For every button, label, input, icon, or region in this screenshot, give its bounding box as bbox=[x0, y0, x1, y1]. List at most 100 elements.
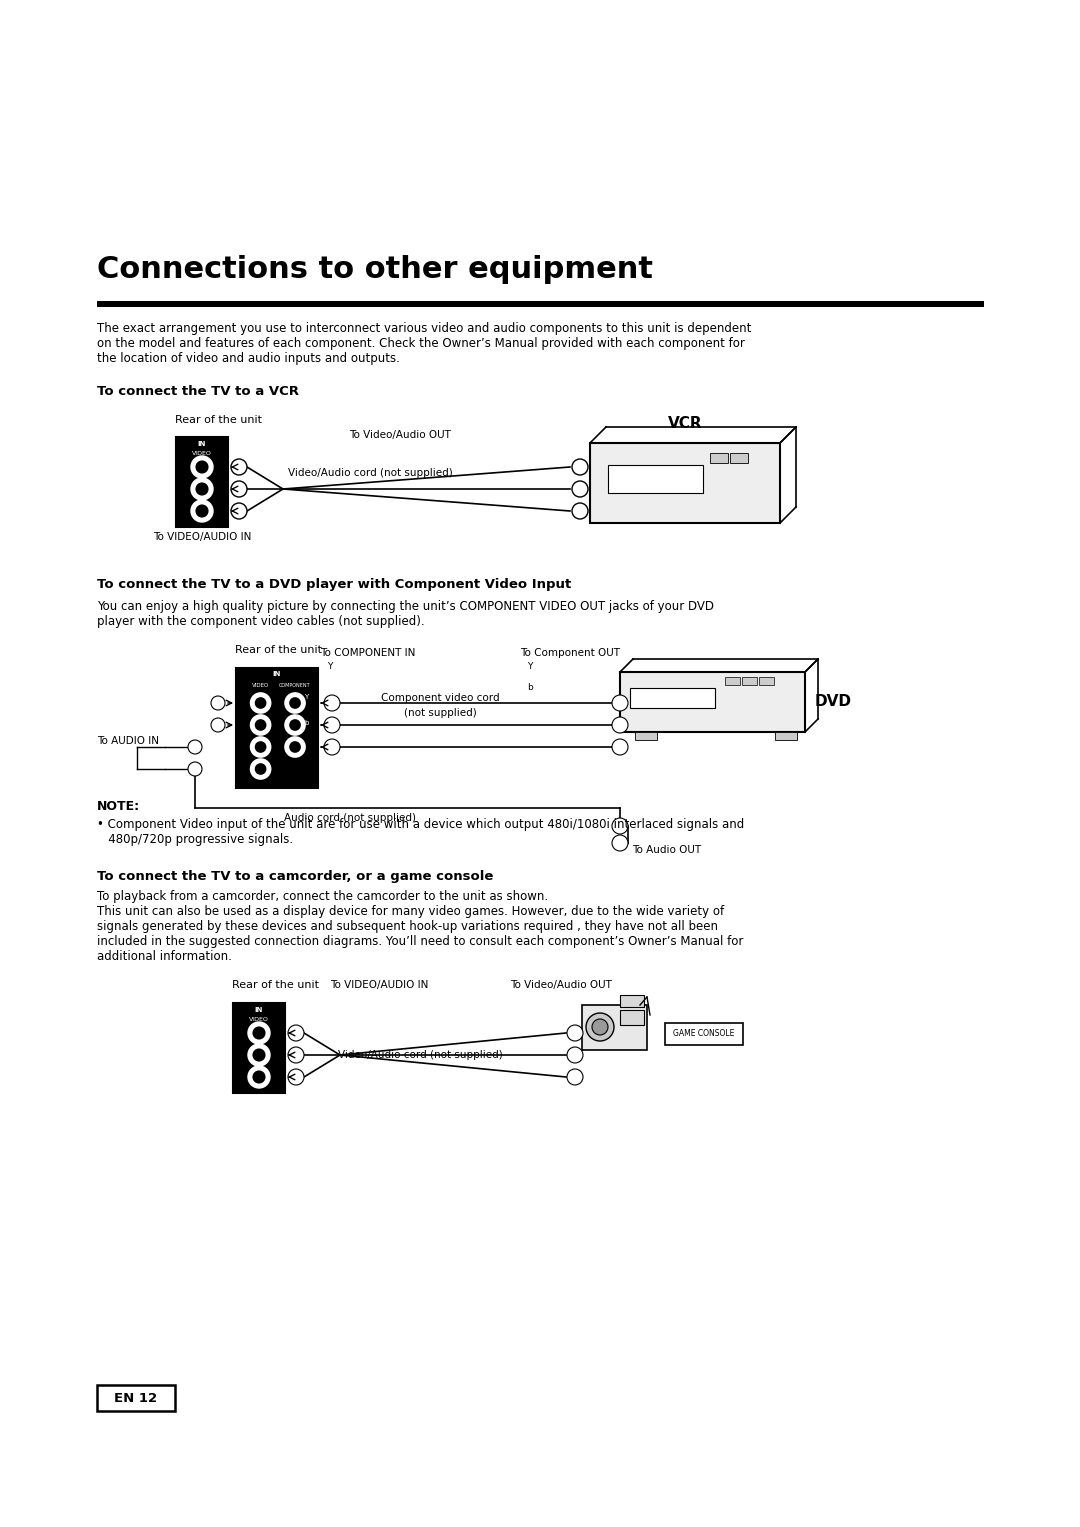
Circle shape bbox=[592, 1019, 608, 1035]
Bar bbox=[742, 676, 757, 686]
Bar bbox=[176, 437, 228, 527]
Circle shape bbox=[254, 1072, 265, 1083]
Text: Video/Audio cord (not supplied): Video/Audio cord (not supplied) bbox=[338, 1051, 502, 1060]
Circle shape bbox=[256, 721, 266, 730]
Circle shape bbox=[211, 696, 225, 710]
Circle shape bbox=[567, 1025, 583, 1041]
Bar bbox=[759, 676, 774, 686]
Text: VIDEO: VIDEO bbox=[192, 450, 212, 457]
Text: To VIDEO/AUDIO IN: To VIDEO/AUDIO IN bbox=[330, 980, 429, 989]
Text: AUDIO: AUDIO bbox=[251, 1048, 268, 1054]
Text: AUDIO: AUDIO bbox=[253, 718, 269, 722]
Text: Y: Y bbox=[305, 693, 308, 699]
Bar bbox=[635, 731, 657, 741]
Text: (not supplied): (not supplied) bbox=[404, 709, 476, 718]
Text: Rear of the unit: Rear of the unit bbox=[232, 980, 319, 989]
Text: AUDIO: AUDIO bbox=[193, 483, 211, 487]
Text: GAME CONSOLE: GAME CONSOLE bbox=[673, 1029, 734, 1038]
Circle shape bbox=[188, 762, 202, 776]
Circle shape bbox=[256, 698, 266, 709]
Circle shape bbox=[197, 505, 207, 516]
Bar bbox=[725, 676, 740, 686]
Text: To VIDEO/AUDIO IN: To VIDEO/AUDIO IN bbox=[152, 531, 252, 542]
Text: To Video/Audio OUT: To Video/Audio OUT bbox=[349, 431, 451, 440]
Circle shape bbox=[231, 460, 247, 475]
Text: The exact arrangement you use to interconnect various video and audio components: The exact arrangement you use to interco… bbox=[97, 322, 752, 365]
Circle shape bbox=[572, 502, 588, 519]
Bar bbox=[620, 996, 644, 1006]
Bar bbox=[97, 301, 984, 307]
Circle shape bbox=[324, 739, 340, 754]
Circle shape bbox=[188, 741, 202, 754]
Circle shape bbox=[231, 502, 247, 519]
Circle shape bbox=[572, 481, 588, 496]
Circle shape bbox=[567, 1048, 583, 1063]
Text: To Component OUT: To Component OUT bbox=[519, 647, 620, 658]
Circle shape bbox=[191, 499, 213, 522]
Text: To connect the TV to a DVD player with Component Video Input: To connect the TV to a DVD player with C… bbox=[97, 579, 571, 591]
Circle shape bbox=[572, 460, 588, 475]
Text: To Video/Audio OUT: To Video/Audio OUT bbox=[510, 980, 612, 989]
Circle shape bbox=[251, 693, 271, 713]
Circle shape bbox=[191, 478, 213, 499]
Circle shape bbox=[288, 1025, 303, 1041]
Text: Y: Y bbox=[327, 663, 333, 670]
Circle shape bbox=[612, 718, 627, 733]
Text: Component video cord: Component video cord bbox=[380, 693, 499, 702]
Circle shape bbox=[254, 1049, 265, 1061]
Circle shape bbox=[197, 483, 207, 495]
Text: To Audio OUT: To Audio OUT bbox=[632, 844, 701, 855]
Circle shape bbox=[285, 715, 305, 734]
Circle shape bbox=[586, 1012, 615, 1041]
Text: You can enjoy a high quality picture by connecting the unit’s COMPONENT VIDEO OU: You can enjoy a high quality picture by … bbox=[97, 600, 714, 628]
Circle shape bbox=[197, 461, 207, 473]
Circle shape bbox=[211, 718, 225, 731]
Circle shape bbox=[251, 759, 271, 779]
Bar bbox=[97, 1385, 175, 1411]
Bar bbox=[710, 454, 728, 463]
Text: To COMPONENT IN: To COMPONENT IN bbox=[320, 647, 416, 658]
Circle shape bbox=[291, 721, 300, 730]
Circle shape bbox=[251, 738, 271, 757]
Circle shape bbox=[288, 1048, 303, 1063]
Text: To playback from a camcorder, connect the camcorder to the unit as shown.
This u: To playback from a camcorder, connect th… bbox=[97, 890, 743, 964]
Circle shape bbox=[251, 715, 271, 734]
Circle shape bbox=[191, 457, 213, 478]
Text: To connect the TV to a VCR: To connect the TV to a VCR bbox=[97, 385, 299, 399]
Circle shape bbox=[254, 1028, 265, 1038]
Bar bbox=[775, 731, 797, 741]
Text: To connect the TV to a camcorder, or a game console: To connect the TV to a camcorder, or a g… bbox=[97, 870, 494, 883]
Circle shape bbox=[285, 738, 305, 757]
Text: IN: IN bbox=[255, 1006, 264, 1012]
Circle shape bbox=[612, 835, 627, 851]
Text: DVD: DVD bbox=[815, 695, 852, 710]
Circle shape bbox=[256, 764, 266, 774]
Text: Rear of the unit: Rear of the unit bbox=[235, 644, 322, 655]
Circle shape bbox=[256, 742, 266, 751]
Circle shape bbox=[231, 481, 247, 496]
Bar bbox=[630, 689, 715, 709]
Text: Audio cord (not supplied): Audio cord (not supplied) bbox=[284, 812, 416, 823]
Circle shape bbox=[248, 1044, 270, 1066]
Circle shape bbox=[248, 1022, 270, 1044]
Text: • Component Video input of the unit are for use with a device which output 480i/: • Component Video input of the unit are … bbox=[97, 818, 744, 846]
Text: Y: Y bbox=[527, 663, 532, 670]
Text: To AUDIO IN: To AUDIO IN bbox=[97, 736, 159, 747]
Bar bbox=[665, 1023, 743, 1044]
Text: b: b bbox=[527, 683, 532, 692]
Text: VIDEO: VIDEO bbox=[252, 683, 269, 689]
Circle shape bbox=[612, 818, 627, 834]
Circle shape bbox=[324, 695, 340, 712]
Text: Video/Audio cord (not supplied): Video/Audio cord (not supplied) bbox=[287, 467, 453, 478]
Circle shape bbox=[612, 695, 627, 712]
Circle shape bbox=[248, 1066, 270, 1089]
Circle shape bbox=[324, 718, 340, 733]
Circle shape bbox=[285, 693, 305, 713]
Text: Connections to other equipment: Connections to other equipment bbox=[97, 255, 653, 284]
Text: VIDEO: VIDEO bbox=[249, 1017, 269, 1022]
Text: NOTE:: NOTE: bbox=[97, 800, 140, 812]
Circle shape bbox=[291, 698, 300, 709]
Circle shape bbox=[288, 1069, 303, 1086]
Bar bbox=[620, 1009, 644, 1025]
Text: IN: IN bbox=[198, 441, 206, 447]
